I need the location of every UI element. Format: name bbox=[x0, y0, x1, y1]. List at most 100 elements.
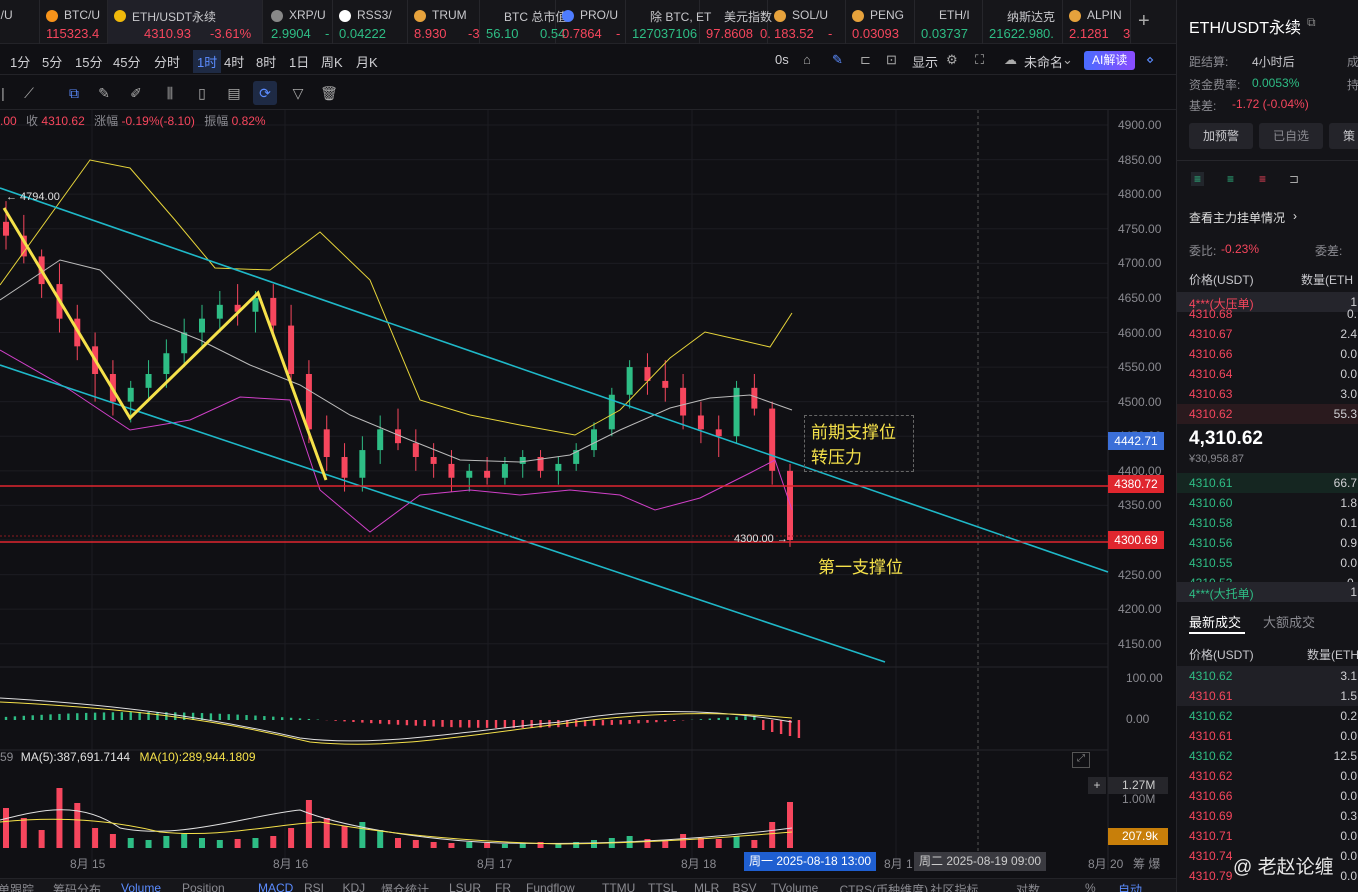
indicator-tab[interactable]: Position bbox=[182, 881, 225, 892]
copy-icon[interactable]: ⧉ bbox=[1307, 15, 1316, 29]
chart-canvas[interactable] bbox=[0, 110, 1176, 892]
ask-row[interactable]: 4310.68 0. bbox=[1177, 304, 1358, 324]
indicator-tab[interactable]: TTSL bbox=[648, 881, 678, 892]
layout-name[interactable]: 未命名 bbox=[1024, 55, 1064, 70]
indicator-tab[interactable]: LSUR bbox=[449, 881, 482, 892]
fullscreen-icon[interactable]: ⊡ bbox=[886, 52, 897, 67]
indicator-tab[interactable]: BSV bbox=[732, 881, 757, 892]
indicator-tab[interactable]: RSI bbox=[304, 881, 325, 892]
price-chart[interactable]: .00 收 4310.62 涨幅 -0.19%(-8.10) 振幅 0.82% … bbox=[0, 110, 1176, 892]
instrument-tab[interactable]: PRO/U 0.7864- bbox=[556, 0, 626, 44]
measure-tool-icon[interactable]: ▤ bbox=[227, 85, 241, 101]
indicator-tab[interactable]: % bbox=[1085, 881, 1096, 892]
highlighter-icon[interactable]: ✐ bbox=[130, 85, 142, 101]
indicator-tab[interactable]: FR bbox=[495, 881, 511, 892]
timeframe-6[interactable]: 4时 bbox=[224, 55, 245, 70]
instrument-tab[interactable]: BTC/U 115323.4 bbox=[40, 0, 108, 44]
bid-row[interactable]: 4310.60 1.8 bbox=[1177, 493, 1358, 513]
seconds-toggle[interactable]: 0s bbox=[775, 52, 789, 67]
indicator-tab[interactable]: 自动 bbox=[1118, 883, 1143, 892]
brush-tool-icon[interactable]: ✎ bbox=[98, 85, 110, 101]
instrument-tab[interactable]: RSS3/0.04222 bbox=[333, 0, 408, 44]
settings-icon[interactable]: ⚙ bbox=[946, 52, 958, 67]
bid-row[interactable]: 4310.58 0.1 bbox=[1177, 513, 1358, 533]
instrument-tab[interactable]: ETH/USDT永续 4310.93 -3.61% bbox=[108, 0, 263, 44]
timeframe-0[interactable]: 1分 bbox=[10, 55, 31, 70]
timeframe-10[interactable]: 月K bbox=[356, 55, 378, 70]
indicator-tab[interactable]: 爆仓统计 bbox=[381, 883, 430, 892]
ask-row[interactable]: 4310.63 3.0 bbox=[1177, 384, 1358, 404]
timeframe-7[interactable]: 8时 bbox=[256, 55, 277, 70]
add-tab-icon[interactable]: + bbox=[1138, 10, 1150, 32]
instrument-tab[interactable]: SOL/U 183.52- bbox=[768, 0, 846, 44]
ask-row[interactable]: 4310.67 2.4 bbox=[1177, 324, 1358, 344]
indicator-tab[interactable]: 对数 bbox=[1016, 883, 1041, 892]
add-level-icon[interactable]: + bbox=[1088, 777, 1106, 794]
ask-row[interactable]: 4310.62 55.3 bbox=[1177, 404, 1358, 424]
indicator-tab[interactable]: CTRS(币种维度) bbox=[839, 883, 929, 892]
depth-link[interactable]: 查看主力挂单情况 bbox=[1189, 211, 1286, 225]
indicator-tab[interactable]: 社区指标 bbox=[930, 883, 979, 892]
indicator-tab[interactable]: TVolume bbox=[771, 881, 819, 892]
timeframe-4[interactable]: 分时 bbox=[154, 55, 181, 70]
add-alert-button[interactable]: 加预警 bbox=[1189, 123, 1253, 149]
instrument-tab[interactable]: 美元指数 97.8608 0. bbox=[700, 0, 772, 44]
copy-tool-icon[interactable]: ⧉ bbox=[69, 85, 79, 101]
bid-row[interactable]: 4310.56 0.9 bbox=[1177, 533, 1358, 553]
instrument-tab[interactable]: 除 BTC, ET 127037106 bbox=[626, 0, 711, 44]
instrument-tab[interactable]: PENG 0.03093 bbox=[846, 0, 915, 44]
instrument-tab[interactable]: ETH/I 0.03737 bbox=[915, 0, 983, 44]
book-bids-icon[interactable]: ≡ bbox=[1227, 172, 1235, 186]
book-settings-icon[interactable]: ⊐ bbox=[1289, 172, 1300, 186]
note-tool-icon[interactable]: ▯ bbox=[198, 85, 206, 101]
indicator-tab[interactable]: 筹码分布 bbox=[53, 883, 102, 892]
book-asks-icon[interactable]: ≡ bbox=[1259, 172, 1267, 186]
big-bid-row[interactable]: 4***(大托单) 1 bbox=[1177, 582, 1358, 602]
instrument-tab[interactable]: NB/U27 bbox=[0, 0, 40, 44]
strategy-button[interactable]: 策 bbox=[1329, 123, 1358, 149]
layout-icon[interactable]: ⊏ bbox=[860, 52, 871, 67]
timeframe-2[interactable]: 15分 bbox=[75, 55, 103, 70]
instrument-tab[interactable]: XRP/U 2.9904- bbox=[265, 0, 333, 44]
ask-row[interactable]: 4310.66 0.0 bbox=[1177, 344, 1358, 364]
ask-row[interactable]: 4310.64 0.0 bbox=[1177, 364, 1358, 384]
bid-row[interactable]: 4310.55 0.0 bbox=[1177, 553, 1358, 573]
magnet-tool-icon[interactable]: ⟳ bbox=[253, 81, 277, 105]
trend-tool-icon[interactable]: | bbox=[1, 85, 5, 101]
chevron-right-icon[interactable]: › bbox=[1293, 209, 1297, 223]
expand-icon[interactable]: ⛶ bbox=[975, 52, 985, 67]
indicator-tab[interactable]: Fundflow bbox=[526, 881, 575, 892]
share-icon[interactable]: ⋄ bbox=[1146, 52, 1155, 67]
indicator-tab[interactable]: 单跟踪 bbox=[0, 883, 35, 892]
timeframe-1[interactable]: 5分 bbox=[42, 55, 63, 70]
resistance-annotation[interactable]: 前期支撑位 转压力 bbox=[804, 415, 914, 472]
support-annotation[interactable]: 第一支撑位 bbox=[818, 558, 903, 577]
favorited-button[interactable]: 已自选 bbox=[1259, 123, 1323, 149]
display-button[interactable]: 显示 bbox=[912, 55, 939, 70]
chevron-down-icon[interactable]: ⌄ bbox=[1062, 52, 1073, 67]
axis-mode-toggle[interactable]: 筹 爆 bbox=[1133, 857, 1161, 871]
trash-icon[interactable]: 🗑 bbox=[320, 85, 338, 101]
bid-row[interactable]: 4310.61 66.7 bbox=[1177, 473, 1358, 493]
filter-tool-icon[interactable]: ▽ bbox=[292, 85, 304, 101]
indicator-tab[interactable]: TTMU bbox=[602, 881, 636, 892]
ai-analysis-button[interactable]: AI解读 bbox=[1084, 51, 1136, 70]
tab-large-trades[interactable]: 大额成交 bbox=[1263, 615, 1316, 630]
timeframe-5[interactable]: 1时 bbox=[193, 50, 222, 73]
big-ask-row[interactable]: 4***(大压单) 1 bbox=[1177, 292, 1358, 312]
indicator-tab[interactable]: Volume bbox=[121, 881, 162, 892]
camera-icon[interactable]: ⌂ bbox=[803, 52, 811, 67]
instrument-tab[interactable]: 纳斯达克 21622.98 0. bbox=[983, 0, 1063, 44]
tab-latest-trades[interactable]: 最新成交 bbox=[1189, 615, 1242, 630]
instrument-tab[interactable]: BTC 总市值 56.10 0.54 bbox=[480, 0, 567, 44]
pencil-icon[interactable]: ✎ bbox=[832, 52, 843, 67]
timeframe-8[interactable]: 1日 bbox=[289, 55, 310, 70]
expand-panel-icon[interactable]: ⤢ bbox=[1072, 752, 1090, 768]
indicator-tab[interactable]: MACD bbox=[258, 881, 294, 892]
instrument-tab[interactable]: ALPIN 2.1281 3 bbox=[1063, 0, 1131, 44]
timeframe-3[interactable]: 45分 bbox=[113, 55, 141, 70]
candle-tool-icon[interactable]: ⫼ bbox=[166, 85, 174, 101]
erase-tool-icon[interactable]: ⟋ bbox=[24, 85, 34, 101]
timeframe-9[interactable]: 周K bbox=[321, 55, 343, 70]
instrument-tab[interactable]: TRUM 8.930 -3 bbox=[408, 0, 480, 44]
